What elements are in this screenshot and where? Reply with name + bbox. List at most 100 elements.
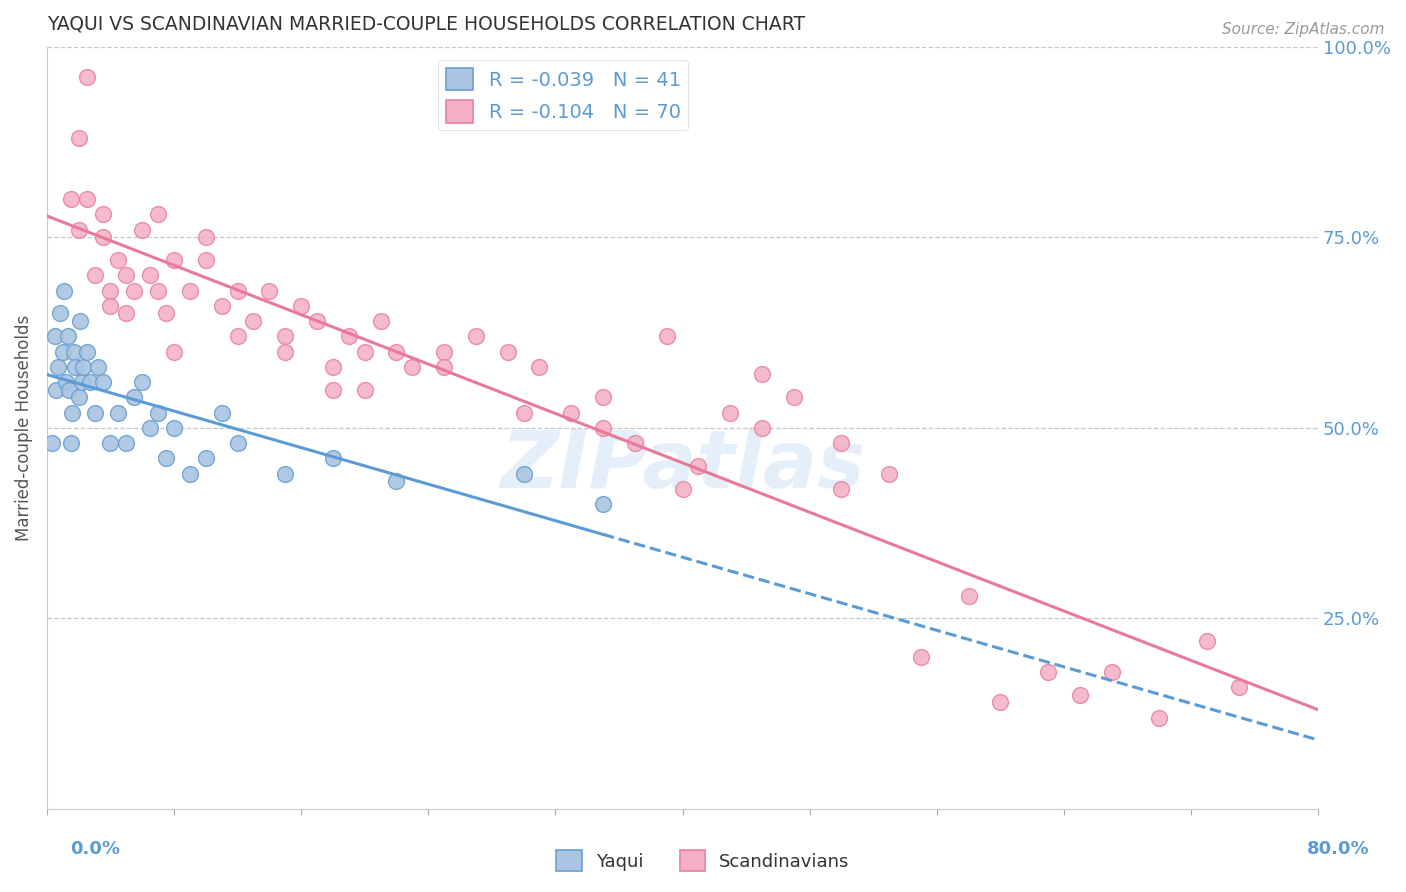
Point: [100, 299, 122, 313]
Point: [305, 314, 328, 328]
Text: YAQUI VS SCANDINAVIAN MARRIED-COUPLE HOUSEHOLDS CORRELATION CHART: YAQUI VS SCANDINAVIAN MARRIED-COUPLE HOU…: [46, 15, 806, 34]
Point: [274, 344, 297, 359]
Point: [910, 649, 932, 664]
Point: [67, 131, 90, 145]
Point: [671, 482, 693, 496]
Point: [1147, 710, 1170, 724]
Legend: Yaqui, Scandinavians: Yaqui, Scandinavians: [550, 843, 856, 879]
Point: [592, 497, 614, 511]
Point: [155, 451, 177, 466]
Point: [529, 359, 551, 374]
Point: [560, 406, 582, 420]
Point: [52, 344, 75, 359]
Point: [211, 299, 233, 313]
Point: [226, 329, 249, 343]
Point: [76, 344, 98, 359]
Point: [163, 421, 186, 435]
Point: [60, 406, 83, 420]
Point: [751, 368, 773, 382]
Text: 0.0%: 0.0%: [70, 840, 121, 858]
Point: [226, 436, 249, 450]
Point: [146, 284, 169, 298]
Point: [592, 421, 614, 435]
Point: [58, 383, 80, 397]
Point: [115, 436, 138, 450]
Point: [163, 344, 186, 359]
Point: [124, 390, 146, 404]
Point: [59, 192, 82, 206]
Point: [46, 359, 69, 374]
Point: [988, 695, 1011, 709]
Point: [957, 589, 980, 603]
Point: [322, 451, 344, 466]
Text: 80.0%: 80.0%: [1308, 840, 1369, 858]
Point: [91, 207, 114, 221]
Point: [274, 467, 297, 481]
Point: [290, 299, 312, 313]
Point: [67, 222, 90, 236]
Point: [877, 467, 900, 481]
Point: [385, 474, 408, 488]
Point: [67, 390, 90, 404]
Point: [163, 253, 186, 268]
Point: [69, 314, 91, 328]
Point: [259, 284, 281, 298]
Point: [100, 284, 122, 298]
Point: [353, 344, 375, 359]
Point: [592, 390, 614, 404]
Point: [139, 421, 162, 435]
Point: [131, 222, 153, 236]
Point: [512, 406, 534, 420]
Point: [70, 375, 93, 389]
Point: [1195, 634, 1218, 648]
Point: [274, 329, 297, 343]
Point: [655, 329, 678, 343]
Point: [179, 284, 201, 298]
Point: [139, 268, 162, 283]
Point: [226, 284, 249, 298]
Point: [370, 314, 392, 328]
Point: [44, 329, 66, 343]
Point: [194, 230, 217, 244]
Point: [83, 406, 105, 420]
Point: [830, 482, 852, 496]
Point: [48, 306, 70, 320]
Point: [124, 284, 146, 298]
Point: [53, 284, 76, 298]
Point: [100, 436, 122, 450]
Point: [751, 421, 773, 435]
Point: [242, 314, 264, 328]
Point: [45, 383, 67, 397]
Point: [76, 192, 98, 206]
Point: [1101, 665, 1123, 679]
Point: [783, 390, 806, 404]
Point: [337, 329, 360, 343]
Point: [79, 375, 101, 389]
Point: [211, 406, 233, 420]
Point: [131, 375, 153, 389]
Point: [465, 329, 488, 343]
Text: ZIPatlas: ZIPatlas: [501, 427, 865, 505]
Point: [87, 359, 110, 374]
Point: [1069, 688, 1091, 702]
Point: [322, 359, 344, 374]
Point: [433, 344, 456, 359]
Point: [1036, 665, 1059, 679]
Point: [83, 268, 105, 283]
Point: [512, 467, 534, 481]
Point: [179, 467, 201, 481]
Point: [91, 375, 114, 389]
Point: [41, 436, 63, 450]
Point: [76, 70, 98, 85]
Point: [146, 207, 169, 221]
Point: [91, 230, 114, 244]
Point: [322, 383, 344, 397]
Point: [401, 359, 423, 374]
Point: [624, 436, 647, 450]
Point: [353, 383, 375, 397]
Point: [385, 344, 408, 359]
Point: [65, 359, 87, 374]
Point: [146, 406, 169, 420]
Point: [63, 344, 86, 359]
Point: [55, 375, 77, 389]
